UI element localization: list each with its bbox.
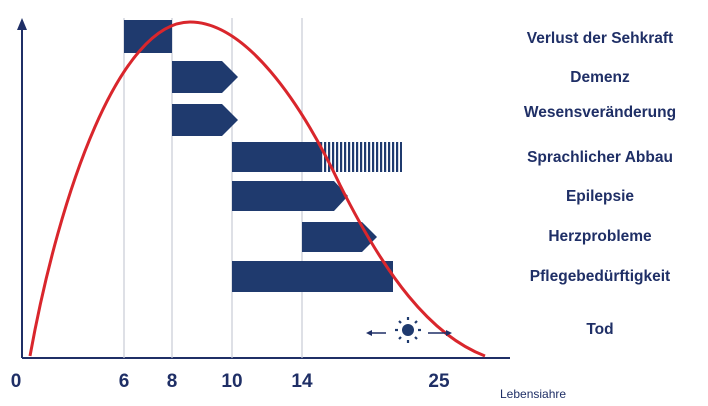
life-curve	[28, 20, 486, 358]
y-axis-arrowhead	[17, 18, 27, 30]
tick-label-6: 6	[118, 371, 130, 392]
tick-label-8: 8	[166, 371, 178, 392]
label-sehkraft: Verlust der Sehkraft	[526, 30, 674, 47]
tick-label-0: 0	[10, 371, 22, 392]
bar-sprachlich-hatched	[322, 142, 402, 172]
tick-label-14: 14	[291, 371, 313, 392]
label-sprachlich: Sprachlicher Abbau	[527, 149, 673, 166]
bar-wesensveraenderung	[172, 104, 238, 136]
sun-icon	[366, 317, 452, 343]
bar-demenz	[172, 61, 238, 93]
tick-label-10: 10	[221, 371, 243, 392]
label-wesensveraenderung: Wesensveränderung	[523, 104, 677, 121]
label-demenz: Demenz	[570, 69, 630, 86]
x-axis-label: Lebensiahre	[500, 387, 567, 401]
bar-pflegebeduerftigkeit	[232, 261, 393, 292]
label-herzprobleme: Herzprobleme	[548, 228, 652, 245]
bar-sprachlich-solid	[232, 142, 322, 172]
bar-epilepsie	[232, 181, 348, 211]
label-pflegebeduerftigkeit: Pflegebedürftigkeit	[529, 268, 671, 285]
bar-sehkraft	[124, 20, 172, 53]
label-tod: Tod	[586, 321, 614, 338]
bar-herzprobleme	[302, 222, 377, 252]
tick-label-25: 25	[428, 371, 450, 392]
label-epilepsie: Epilepsie	[565, 188, 635, 205]
